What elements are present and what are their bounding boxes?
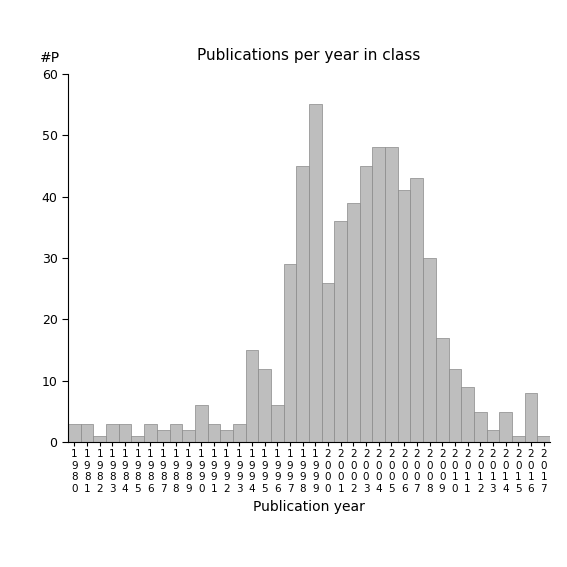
Bar [94,436,106,442]
Bar [68,424,81,442]
Bar [423,258,436,442]
Bar [106,424,119,442]
Bar [486,430,500,442]
Bar [385,147,398,442]
Bar [359,166,373,442]
Bar [119,424,132,442]
Bar [271,405,284,442]
Text: #P: #P [40,51,60,65]
Bar [195,405,208,442]
Bar [144,424,157,442]
Bar [259,369,271,442]
Bar [474,412,486,442]
Bar [524,393,538,442]
Bar [538,436,550,442]
Bar [81,424,94,442]
Bar [411,178,423,442]
Bar [373,147,385,442]
Bar [246,350,259,442]
Bar [448,369,461,442]
Bar [309,104,321,442]
Bar [157,430,170,442]
Bar [500,412,512,442]
Bar [398,191,411,442]
Bar [321,282,335,442]
Bar [335,221,347,442]
Bar [297,166,309,442]
Bar [208,424,220,442]
Bar [436,338,448,442]
Bar [182,430,195,442]
X-axis label: Publication year: Publication year [253,500,365,514]
Bar [170,424,182,442]
Bar [461,387,474,442]
Bar [512,436,524,442]
Bar [132,436,144,442]
Bar [347,203,359,442]
Title: Publications per year in class: Publications per year in class [197,48,421,63]
Bar [233,424,246,442]
Bar [220,430,233,442]
Bar [284,264,297,442]
